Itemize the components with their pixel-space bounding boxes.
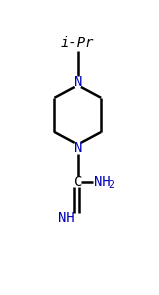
Text: N: N xyxy=(74,141,82,155)
Text: NH: NH xyxy=(58,211,75,225)
Text: NH: NH xyxy=(94,175,111,189)
Text: i-Pr: i-Pr xyxy=(61,36,95,50)
Text: N: N xyxy=(74,75,82,89)
Text: C: C xyxy=(74,175,82,189)
Text: 2: 2 xyxy=(108,180,114,190)
